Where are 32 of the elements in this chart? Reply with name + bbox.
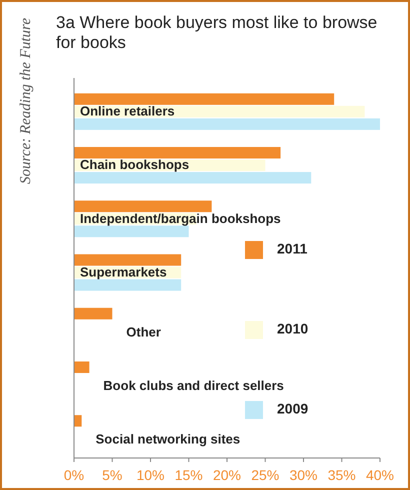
x-tick-label: 35% [328, 467, 356, 483]
legend-label: 2010 [277, 320, 308, 337]
x-tick-label: 10% [136, 467, 165, 483]
bar [74, 200, 212, 212]
bar [74, 279, 182, 291]
y-tick-label: Chain bookshops [80, 157, 190, 172]
bar [74, 415, 82, 427]
x-tick-label: 40% [366, 467, 394, 483]
legend-label: 2011 [277, 240, 308, 257]
x-tick-label: 15% [174, 467, 203, 483]
x-tick-label: 20% [212, 467, 242, 483]
bar [74, 254, 182, 266]
x-tick-label: 25% [251, 467, 280, 483]
y-tick-label: Social networking sites [96, 432, 240, 447]
bar [74, 361, 90, 373]
x-tick-label: 5% [102, 467, 122, 483]
bar [74, 146, 281, 158]
source-note: Source: Reading the Future [18, 18, 34, 184]
bar [74, 308, 112, 320]
y-tick-label: Independent/bargain bookshops [80, 210, 281, 226]
bar [74, 118, 380, 130]
y-tick-label: Online retailers [80, 104, 175, 119]
bar [74, 172, 312, 184]
x-tick-label: 30% [289, 467, 318, 483]
bar [74, 226, 189, 238]
legend-label: 2009 [277, 400, 308, 417]
bar [74, 93, 334, 105]
x-tick-label: 0% [64, 467, 84, 483]
y-tick-label: Book clubs and direct sellers [103, 378, 284, 393]
y-tick-label: Supermarkets [80, 264, 167, 280]
y-tick-label: Other [126, 324, 161, 340]
chart-title: 3a Where book buyers most like to browse for books [56, 13, 378, 52]
